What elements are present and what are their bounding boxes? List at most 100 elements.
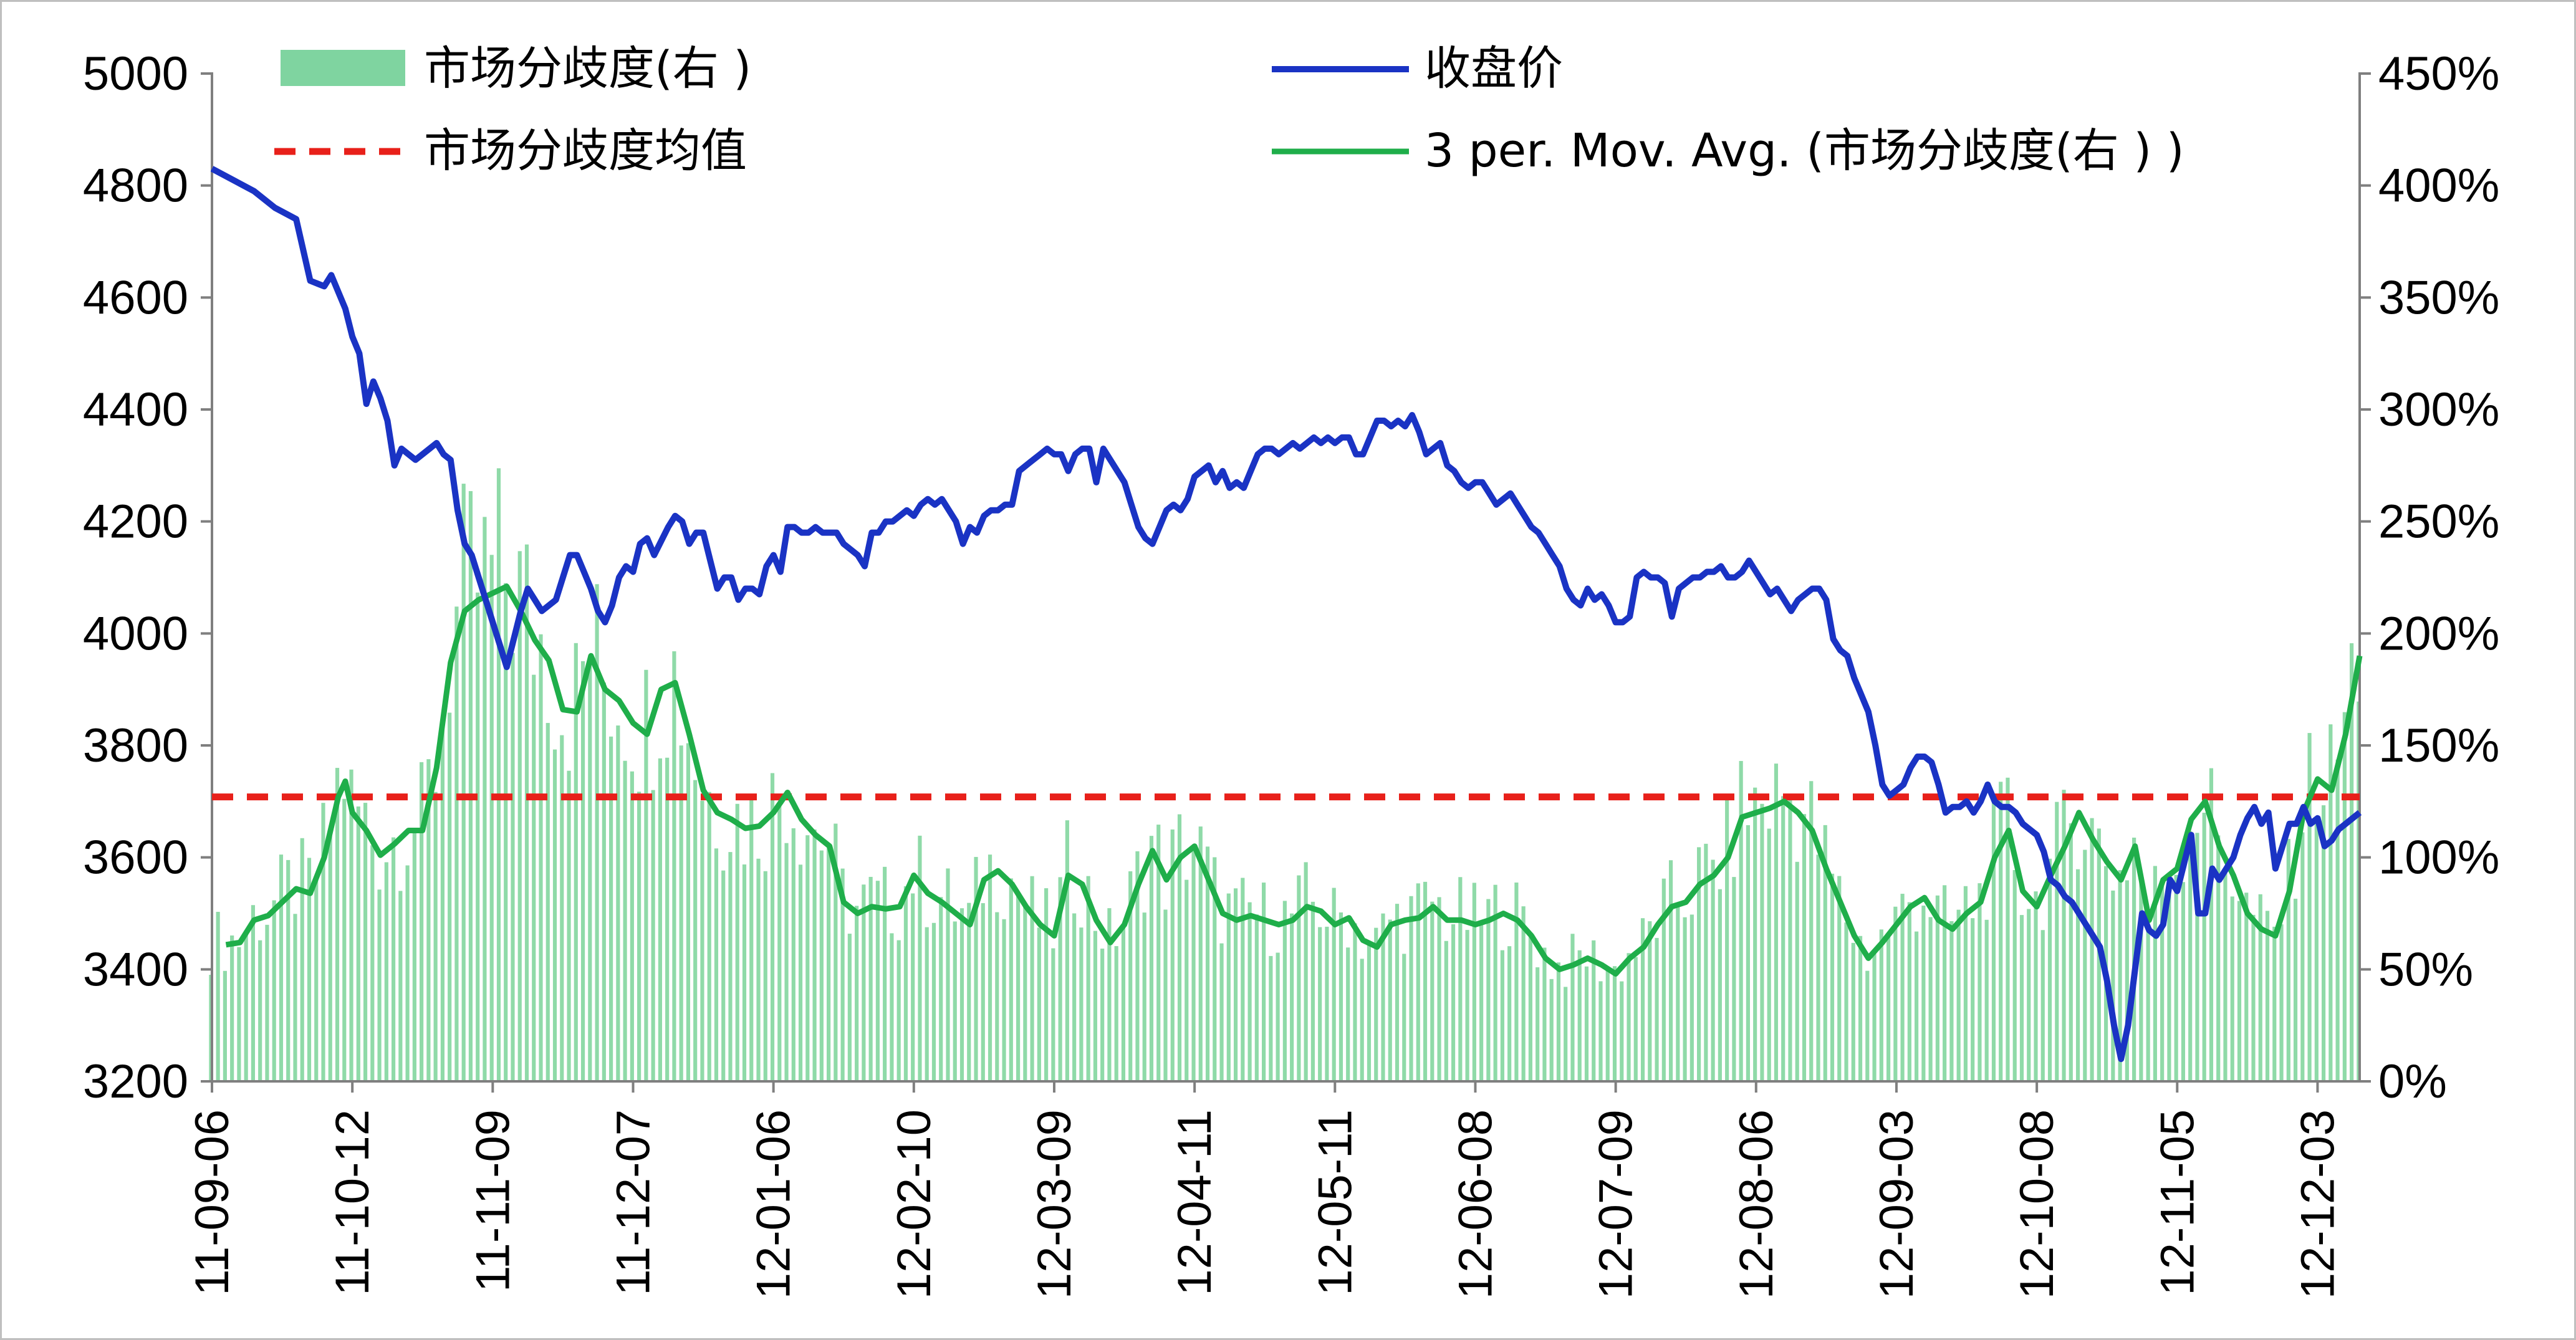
divergence-bar (1156, 825, 1161, 1081)
divergence-bar (770, 773, 775, 1081)
divergence-bar (1668, 860, 1673, 1081)
divergence-bar (2006, 777, 2010, 1081)
divergence-bar (939, 897, 943, 1081)
y-left-tick-label: 3600 (83, 831, 188, 884)
x-tick-label: 12-05-11 (1309, 1109, 1362, 1296)
divergence-bar (496, 468, 501, 1081)
divergence-bar (1310, 901, 1315, 1081)
divergence-bar (504, 583, 508, 1081)
divergence-bar (272, 900, 276, 1081)
divergence-bar (1472, 883, 1476, 1081)
divergence-bar (1577, 950, 1582, 1081)
divergence-bar (1219, 943, 1224, 1081)
divergence-bar (1949, 921, 1954, 1081)
divergence-bar (1879, 929, 1883, 1081)
divergence-bar (1198, 826, 1203, 1081)
divergence-bar (911, 893, 915, 1081)
divergence-bar (328, 828, 332, 1081)
divergence-bar (847, 934, 852, 1081)
y-left-tick-label: 4400 (83, 383, 188, 436)
divergence-bar (244, 930, 248, 1081)
divergence-bars (209, 468, 2361, 1081)
divergence-bar (2174, 874, 2178, 1081)
divergence-bar (237, 947, 241, 1081)
divergence-bar (855, 906, 859, 1081)
divergence-bar (2244, 893, 2249, 1081)
divergence-bar (1325, 926, 1329, 1081)
y-right-tick-label: 300% (2378, 383, 2499, 436)
divergence-bar (707, 792, 711, 1081)
divergence-bar (1774, 763, 1779, 1081)
divergence-bar (1395, 904, 1400, 1081)
divergence-bar (791, 828, 795, 1081)
divergence-bar (1416, 883, 1420, 1081)
divergence-bar (1493, 884, 1497, 1081)
divergence-bar (728, 852, 733, 1081)
divergence-bar (230, 935, 234, 1081)
divergence-bar (1711, 859, 1715, 1081)
divergence-bar (2040, 930, 2045, 1081)
divergence-bar (1830, 873, 1835, 1081)
divergence-bar (1051, 948, 1055, 1081)
divergence-bar (2167, 893, 2171, 1081)
divergence-bar (2139, 878, 2143, 1081)
axes: 3200 3400 3600 3800 4000 4200 4400 4600 4800 5000… (83, 47, 2499, 1299)
y-right-tick-label: 150% (2378, 719, 2499, 772)
divergence-bar (1282, 901, 1287, 1081)
divergence-bar (1093, 931, 1097, 1081)
divergence-bar (1079, 927, 1084, 1081)
x-tick-label: 12-03-09 (1028, 1109, 1081, 1299)
divergence-bar (651, 790, 655, 1081)
y-right-tick-label: 450% (2378, 47, 2499, 100)
divergence-bar (2153, 866, 2157, 1081)
divergence-bar (1943, 885, 1947, 1081)
divergence-bar (1893, 906, 1898, 1081)
divergence-bar (602, 682, 606, 1081)
divergence-bar (1984, 919, 1989, 1081)
divergence-bar (1290, 913, 1294, 1081)
divergence-bar (1683, 917, 1687, 1081)
divergence-bar (1592, 940, 1596, 1081)
divergence-bar (756, 858, 761, 1081)
divergence-bar (623, 760, 627, 1081)
divergence-bar (1655, 937, 1659, 1081)
divergence-bar (517, 551, 522, 1081)
divergence-bar (1086, 876, 1090, 1081)
divergence-bar (2075, 869, 2080, 1081)
divergence-bar (840, 868, 845, 1081)
divergence-bar (448, 712, 452, 1081)
divergence-bar (988, 854, 992, 1081)
divergence-bar (1479, 920, 1484, 1081)
x-tick-label: 12-11-05 (2151, 1109, 2204, 1296)
divergence-bar (342, 798, 347, 1081)
divergence-bar (216, 912, 220, 1081)
divergence-bar (314, 875, 319, 1081)
divergence-bar (335, 768, 340, 1081)
divergence-bar (384, 862, 388, 1081)
divergence-bar (2027, 909, 2031, 1081)
divergence-bar (875, 881, 880, 1081)
divergence-bar (476, 592, 480, 1081)
divergence-bar (819, 850, 824, 1081)
divergence-bar (2293, 898, 2298, 1081)
divergence-bar (2300, 832, 2305, 1081)
divergence-bar (567, 770, 571, 1081)
divergence-bar (461, 484, 466, 1081)
y-right-tick-label: 250% (2378, 495, 2499, 548)
divergence-bar (1570, 934, 1575, 1081)
divergence-bar (827, 845, 831, 1081)
divergence-bar (1781, 796, 1785, 1081)
divergence-bar (377, 889, 382, 1081)
divergence-bar (420, 762, 424, 1081)
divergence-bar (672, 651, 676, 1081)
divergence-bar (1999, 782, 2003, 1081)
divergence-bar (798, 864, 803, 1081)
divergence-bar (412, 833, 416, 1081)
divergence-bar (1065, 820, 1069, 1081)
divergence-bar (1661, 878, 1666, 1081)
divergence-bar (1872, 952, 1877, 1081)
divergence-bar (1865, 970, 1870, 1081)
divergence-bar (1213, 857, 1217, 1081)
divergence-bar (2111, 890, 2115, 1081)
